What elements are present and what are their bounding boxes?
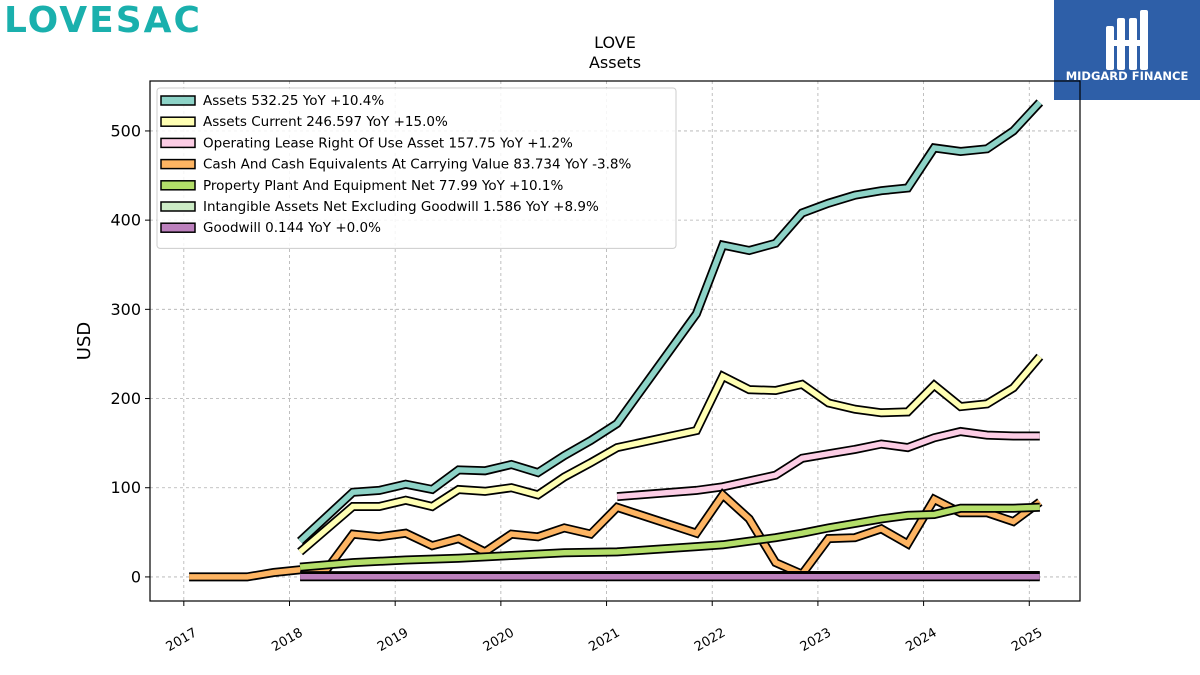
series-line-1 xyxy=(297,353,1044,556)
x-tick-label: 2019 xyxy=(375,625,411,655)
series-line xyxy=(298,100,1042,544)
x-tick-label: 2017 xyxy=(164,625,200,655)
chart-title: LOVE xyxy=(594,33,636,52)
legend-swatch xyxy=(160,180,196,191)
legend-item: Operating Lease Right Of Use Asset 157.7… xyxy=(160,135,573,151)
series-line xyxy=(299,504,1040,570)
legend-item: Assets 532.25 YoY +10.4% xyxy=(160,93,384,109)
legend-swatch xyxy=(160,137,196,149)
series-line xyxy=(189,490,1042,580)
x-tick-label: 2022 xyxy=(692,625,728,655)
x-tick-label: 2018 xyxy=(269,625,305,655)
lovesac-logo: LOVESAC xyxy=(4,0,202,41)
y-tick-label: 300 xyxy=(110,300,141,319)
legend-swatch xyxy=(160,201,196,212)
legend-swatch xyxy=(160,116,196,127)
series-line-3 xyxy=(189,488,1043,582)
badge-label: MIDGARD FINANCE xyxy=(1065,69,1189,83)
y-tick-label: 200 xyxy=(110,389,141,408)
x-tick-label: 2025 xyxy=(1009,625,1045,655)
series-line xyxy=(616,428,1040,500)
x-tick-label: 2021 xyxy=(586,625,622,655)
legend-swatch xyxy=(160,222,196,233)
legend: Assets 532.25 YoY +10.4% Assets Current 2… xyxy=(156,87,677,249)
legend-item: Assets Current 246.597 YoY +15.0% xyxy=(160,114,448,130)
plot-frame xyxy=(149,80,1081,602)
legend-label: Operating Lease Right Of Use Asset 157.7… xyxy=(203,135,573,151)
chart-subtitle: Assets xyxy=(589,53,641,72)
y-axis-label: USD xyxy=(74,322,95,360)
legend-label: Assets Current 246.597 YoY +15.0% xyxy=(203,114,448,130)
legend-item: Cash And Cash Equivalents At Carrying Va… xyxy=(160,157,631,173)
midgard-finance-badge: MIDGARD FINANCE xyxy=(1054,0,1200,100)
series-line-4 xyxy=(299,502,1040,572)
series-line xyxy=(298,354,1042,554)
midgard-logo-icon xyxy=(1106,10,1148,70)
series-lines xyxy=(189,99,1044,582)
y-tick-label: 400 xyxy=(110,211,141,230)
series-outline xyxy=(616,426,1040,502)
x-tick-label: 2020 xyxy=(481,625,517,655)
series-line-0 xyxy=(297,99,1044,545)
legend-item: Property Plant And Equipment Net 77.99 Y… xyxy=(160,178,563,194)
legend-label: Goodwill 0.144 YoY +0.0% xyxy=(203,220,381,236)
y-tick-label: 0 xyxy=(131,567,141,586)
y-tick-label: 100 xyxy=(110,478,141,497)
legend-label: Property Plant And Equipment Net 77.99 Y… xyxy=(203,178,563,194)
legend-swatch xyxy=(160,95,196,106)
legend-swatch xyxy=(160,158,196,170)
legend-item: Intangible Assets Net Excluding Goodwill… xyxy=(160,199,599,215)
series-line-2 xyxy=(616,426,1040,502)
legend-label: Cash And Cash Equivalents At Carrying Va… xyxy=(203,157,631,173)
x-tick-label: 2023 xyxy=(798,625,834,655)
x-tick-label: 2024 xyxy=(903,625,939,655)
legend-box xyxy=(156,87,677,249)
legend-label: Intangible Assets Net Excluding Goodwill… xyxy=(203,199,599,215)
legend-item: Goodwill 0.144 YoY +0.0% xyxy=(160,220,381,236)
y-tick-label: 500 xyxy=(110,121,141,140)
y-axis: 0 100 200 300 400 500 xyxy=(110,121,150,586)
x-axis: 2017 2018 2019 2020 2021 2022 2023 2024 2025 xyxy=(164,601,1045,655)
legend-label: Assets 532.25 YoY +10.4% xyxy=(203,93,384,109)
